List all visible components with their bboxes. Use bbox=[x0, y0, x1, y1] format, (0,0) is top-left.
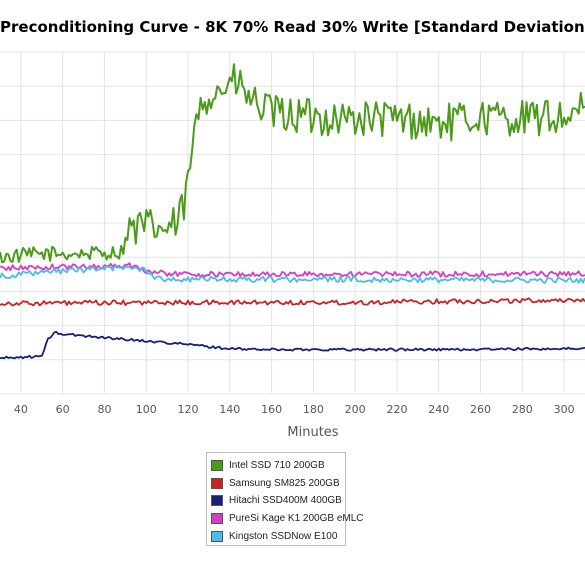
x-tick-label: 140 bbox=[219, 403, 240, 416]
x-tick-label: 100 bbox=[136, 403, 157, 416]
chart-title: Preconditioning Curve - 8K 70% Read 30% … bbox=[0, 18, 585, 36]
x-tick-label: 280 bbox=[512, 403, 533, 416]
legend-swatch bbox=[211, 530, 223, 542]
series-line-intel-ssd-710-200gb bbox=[0, 63, 585, 264]
x-tick-label: 120 bbox=[178, 403, 199, 416]
x-tick-label: 200 bbox=[345, 403, 366, 416]
legend-item: Samsung SM825 200GB bbox=[211, 475, 341, 493]
x-tick-label: 160 bbox=[261, 403, 282, 416]
series-lines bbox=[0, 63, 585, 360]
x-tick-label: 240 bbox=[428, 403, 449, 416]
legend-item: Intel SSD 710 200GB bbox=[211, 457, 341, 475]
series-line-samsung-sm825-200gb bbox=[0, 297, 585, 307]
legend-label: Samsung SM825 200GB bbox=[229, 477, 340, 489]
legend-swatch bbox=[211, 477, 223, 489]
legend-swatch bbox=[211, 513, 223, 525]
x-tick-label: 180 bbox=[303, 403, 324, 416]
series-line-kingston-ssdnow-e100 bbox=[0, 264, 585, 284]
legend-label: Hitachi SSD400M 400GB bbox=[229, 495, 342, 507]
legend-swatch bbox=[211, 460, 223, 472]
series-line-hitachi-ssd400m-400gb bbox=[0, 330, 585, 360]
legend-swatch bbox=[211, 495, 223, 507]
legend-item: PureSi Kage K1 200GB eMLC bbox=[211, 510, 364, 528]
x-tick-label: 80 bbox=[97, 403, 111, 416]
x-tick-label: 220 bbox=[386, 403, 407, 416]
x-axis-label: Minutes bbox=[287, 425, 338, 440]
legend-label: PureSi Kage K1 200GB eMLC bbox=[229, 513, 364, 525]
legend-label: Intel SSD 710 200GB bbox=[229, 460, 325, 472]
x-tick-label: 300 bbox=[554, 403, 575, 416]
legend-item: Hitachi SSD400M 400GB bbox=[211, 492, 342, 510]
x-tick-label: 40 bbox=[14, 403, 28, 416]
x-tick-label: 260 bbox=[470, 403, 491, 416]
legend: Intel SSD 710 200GB Samsung SM825 200GB Hi… bbox=[206, 452, 364, 546]
x-tick-labels: 40 60 80 100 120 140 160 180 200 220 240 260 280 300 bbox=[14, 403, 575, 416]
legend-label: Kingston SSDNow E100 bbox=[229, 530, 338, 542]
series-line-puresi-kage-k1-200gb-emlc bbox=[0, 262, 585, 278]
legend-item: Kingston SSDNow E100 bbox=[211, 527, 341, 545]
x-tick-label: 60 bbox=[56, 403, 70, 416]
